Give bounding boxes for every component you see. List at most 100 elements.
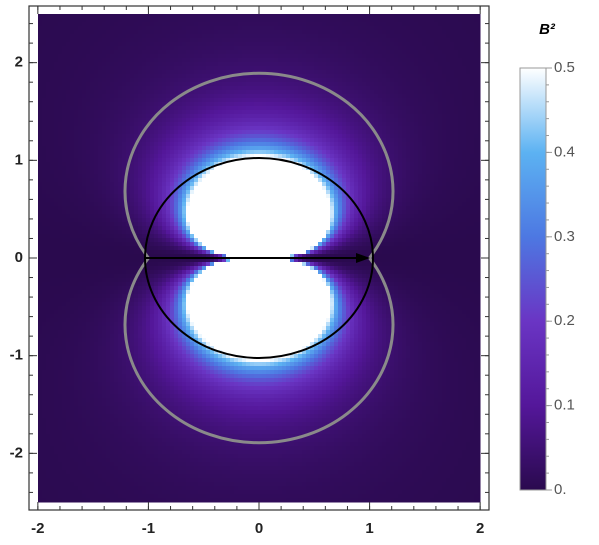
density-cell [313,69,319,75]
density-cell [341,65,347,71]
density-cell [117,133,123,139]
density-cell [389,61,395,67]
density-cell [137,161,143,167]
density-cell [117,153,123,159]
density-cell [317,129,323,135]
density-cell [117,41,123,47]
density-cell [177,129,183,135]
density-cell [273,177,279,183]
density-cell [401,157,407,163]
density-cell [465,141,471,147]
density-cell [113,73,119,79]
density-cell [357,149,363,155]
density-cell [433,189,439,195]
density-cell [377,169,383,175]
density-cell [357,53,363,59]
density-cell [429,173,435,179]
density-cell [429,137,435,143]
density-cell [189,57,195,63]
density-cell [425,45,431,51]
density-cell [285,89,291,95]
density-cell [89,177,95,183]
density-cell [225,21,231,27]
density-cell [385,21,391,27]
density-cell [405,85,411,91]
density-cell [105,57,111,63]
density-cell [237,57,243,63]
density-cell [153,177,159,183]
density-cell [397,121,403,127]
density-cell [441,21,447,27]
density-cell [301,169,307,175]
density-cell [409,109,415,115]
density-cell [125,37,131,43]
density-cell [129,141,135,147]
density-cell [141,173,147,179]
density-cell [361,129,367,135]
density-cell [301,129,307,135]
density-cell [317,113,323,119]
density-cell [217,137,223,143]
density-cell [121,89,127,95]
density-cell [309,89,315,95]
density-cell [397,25,403,31]
density-cell [401,145,407,151]
density-cell [289,101,295,107]
density-cell [253,117,259,123]
density-cell [201,125,207,131]
density-cell [361,121,367,127]
density-cell [233,21,239,27]
density-cell [281,93,287,99]
density-cell [305,161,311,167]
density-cell [237,29,243,35]
density-cell [57,85,63,91]
density-cell [57,101,63,107]
density-cell [137,173,143,179]
density-cell [149,149,155,155]
density-cell [129,145,135,151]
density-cell [257,113,263,119]
density-cell [141,165,147,171]
density-cell [93,101,99,107]
density-cell [245,117,251,123]
density-cell [205,177,211,183]
density-cell [209,177,215,183]
density-cell [125,149,131,155]
density-cell [129,61,135,67]
density-cell [477,89,481,95]
density-cell [65,105,71,111]
density-cell [473,13,479,19]
density-cell [453,13,459,19]
density-cell [37,69,43,75]
density-cell [405,73,411,79]
density-cell [157,189,163,195]
density-cell [141,41,147,47]
density-cell [337,173,343,179]
density-cell [129,125,135,131]
density-cell [157,81,163,87]
density-cell [429,25,435,31]
density-cell [285,69,291,75]
density-cell [253,61,259,67]
density-cell [77,25,83,31]
density-cell [89,125,95,131]
density-cell [449,185,455,191]
density-cell [229,33,235,39]
density-cell [213,121,219,127]
density-cell [341,53,347,59]
density-cell [113,153,119,159]
density-cell [269,73,275,79]
density-cell [433,185,439,191]
density-cell [241,157,247,163]
density-cell [149,189,155,195]
density-cell [313,181,319,187]
density-cell [85,125,91,131]
density-cell [465,113,471,119]
density-cell [97,121,103,127]
density-cell [161,165,167,171]
density-cell [341,117,347,123]
density-cell [65,169,71,175]
density-cell [253,109,259,115]
density-cell [417,157,423,163]
density-cell [253,17,259,23]
